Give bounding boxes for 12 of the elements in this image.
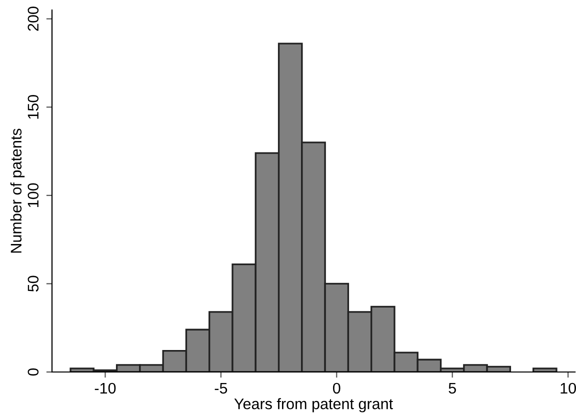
y-tick-label: 50 xyxy=(28,276,39,292)
y-tick-label: 200 xyxy=(28,6,39,31)
y-tick-label: 100 xyxy=(28,183,39,207)
x-tick-label: -10 xyxy=(94,382,116,394)
y-tick-label: 150 xyxy=(28,94,39,119)
x-tick-label: 5 xyxy=(448,382,456,394)
x-axis-title: Years from patent grant xyxy=(234,398,393,412)
x-tick-label: 10 xyxy=(560,382,576,394)
y-tick-label: 0 xyxy=(28,368,39,376)
x-tick-label: -5 xyxy=(214,382,228,394)
x-tick-label: 0 xyxy=(332,382,340,394)
y-axis-title: Number of patents xyxy=(10,128,25,253)
